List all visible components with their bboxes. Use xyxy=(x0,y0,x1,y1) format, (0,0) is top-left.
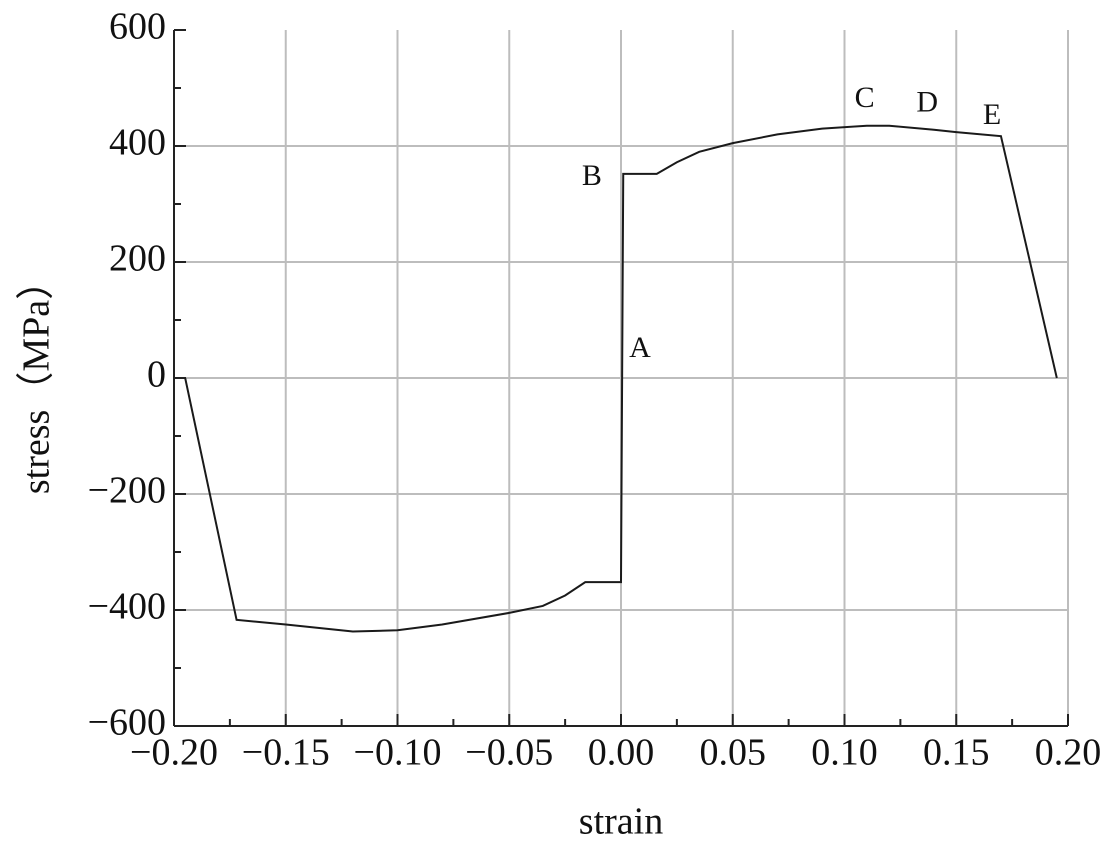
x-tick-label: −0.15 xyxy=(242,732,330,774)
y-tick-label: −600 xyxy=(88,702,166,744)
y-tick-label: 0 xyxy=(147,354,166,396)
y-tick-label: 600 xyxy=(109,6,166,48)
x-tick-label: −0.20 xyxy=(130,732,218,774)
y-tick-label: 200 xyxy=(109,238,166,280)
y-tick-label: −200 xyxy=(88,470,166,512)
x-tick-label: 0.10 xyxy=(811,732,878,774)
x-tick-label: 0.20 xyxy=(1035,732,1102,774)
x-axis-title: strain xyxy=(579,801,663,843)
x-tick-label: 0.00 xyxy=(588,732,655,774)
x-tick-label: 0.15 xyxy=(923,732,990,774)
annotation: A xyxy=(629,331,651,364)
x-tick-label: −0.05 xyxy=(465,732,553,774)
annotation: D xyxy=(916,86,938,119)
annotation: C xyxy=(855,81,875,114)
annotation: E xyxy=(983,98,1001,131)
x-tick-label: 0.05 xyxy=(700,732,767,774)
annotation: B xyxy=(582,159,602,192)
y-tick-label: 400 xyxy=(109,122,166,164)
y-axis-title: stress（MPa） xyxy=(16,262,58,494)
line xyxy=(184,124,1058,633)
x-tick-label: −0.10 xyxy=(354,732,442,774)
y-tick-label: −400 xyxy=(88,586,166,628)
